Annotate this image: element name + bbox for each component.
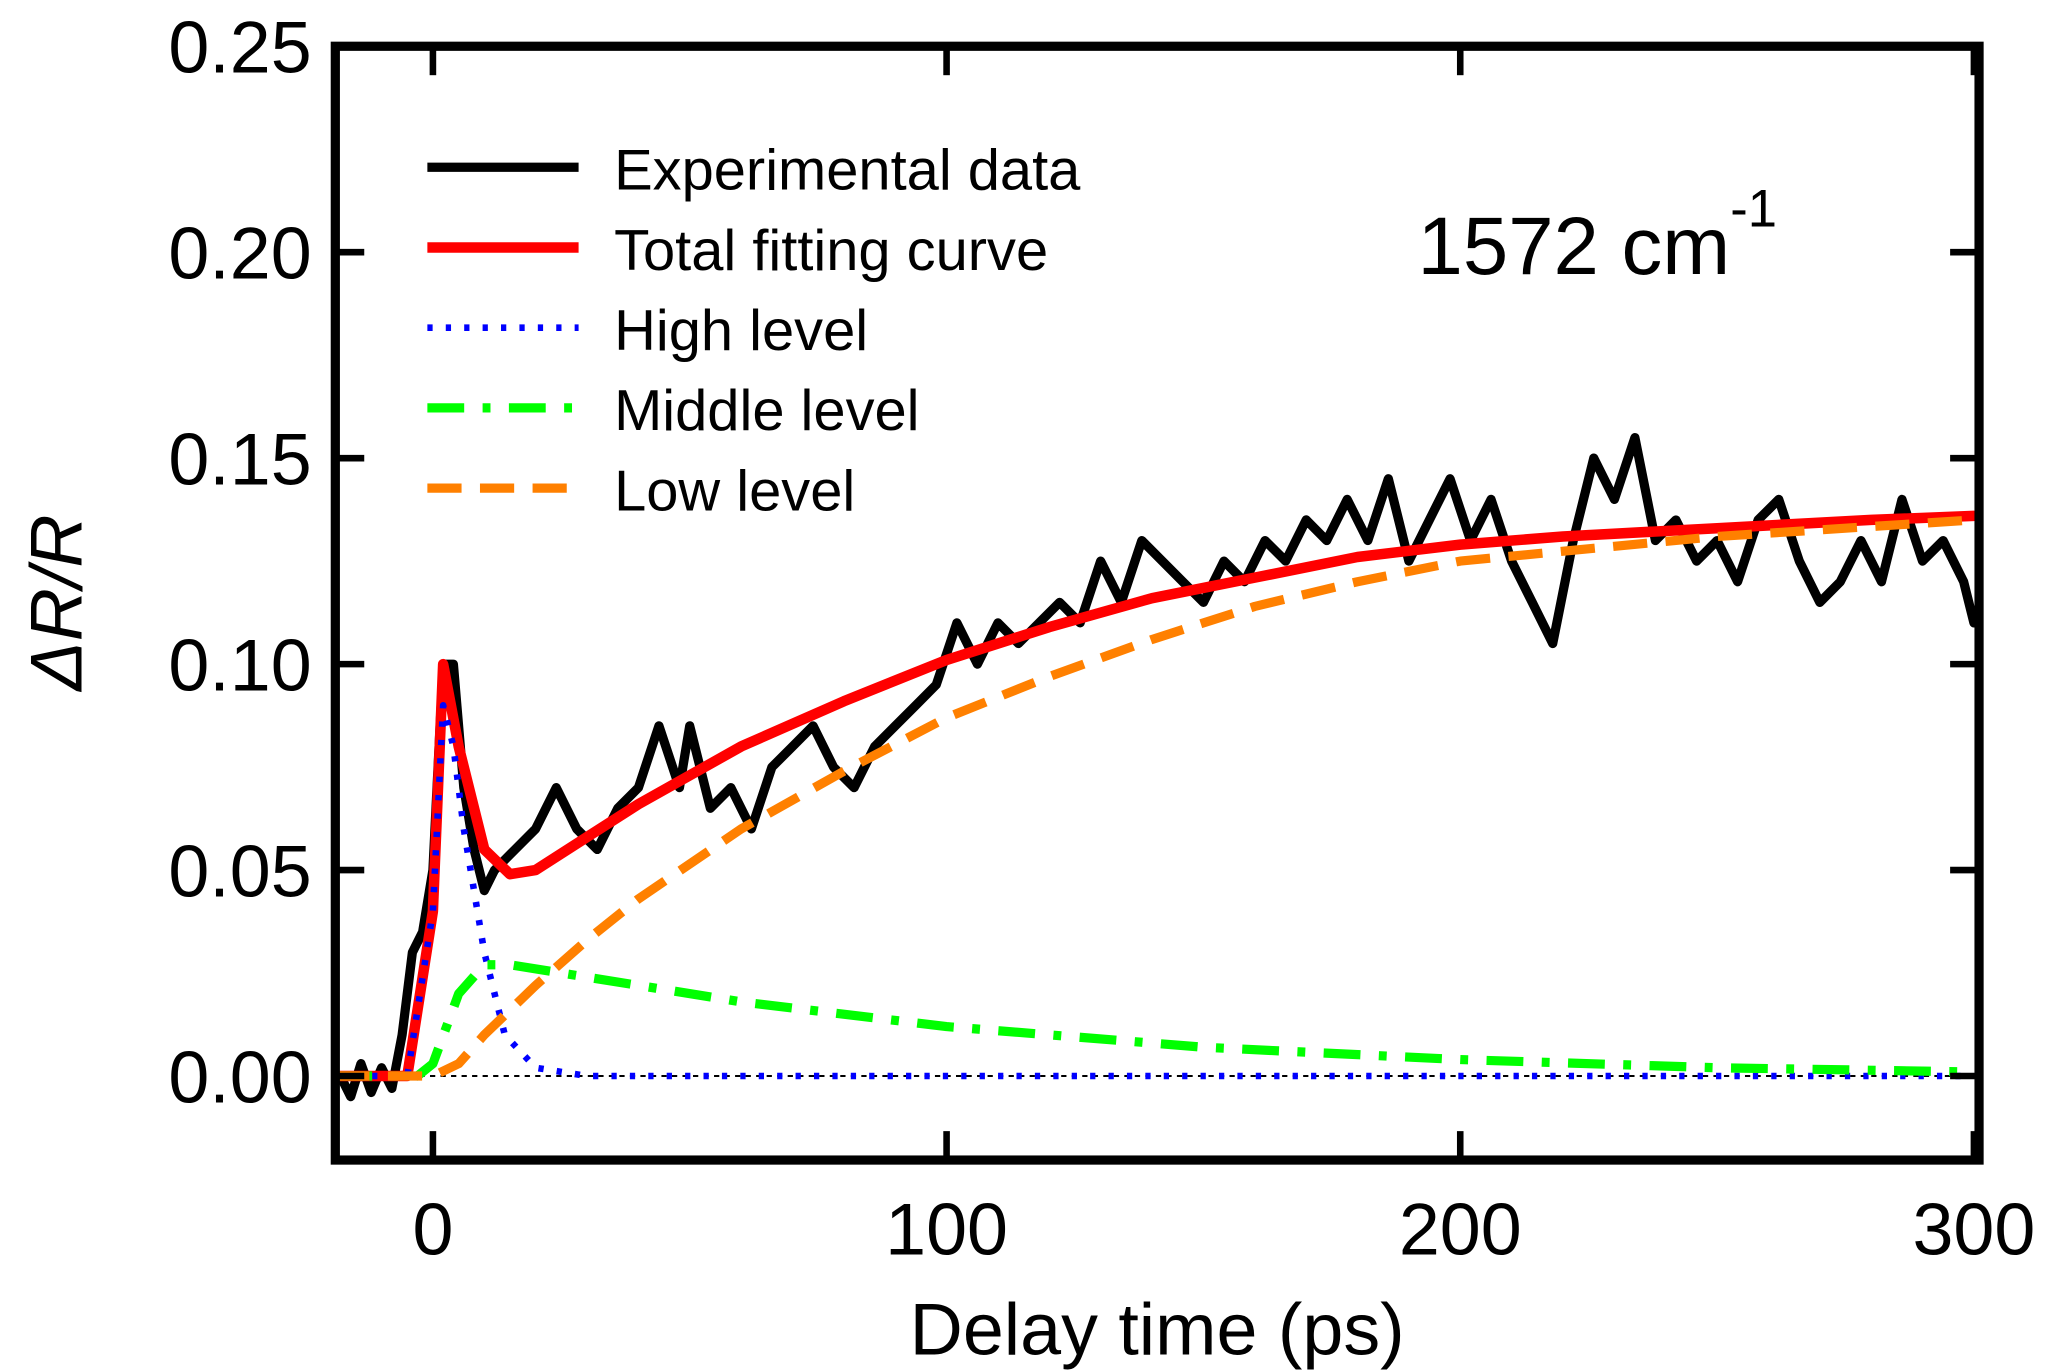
line-series [335, 515, 1975, 1081]
legend-label: Experimental data [614, 139, 1081, 203]
x-axis-label: Delay time (ps) [910, 1288, 1405, 1371]
y-axis-label: ΔR/R [15, 514, 98, 692]
x-tick-label: 100 [885, 1188, 1008, 1271]
legend-label: Total fitting curve [614, 219, 1048, 283]
line-series [335, 702, 1974, 1080]
plot-area [335, 432, 1980, 1102]
legend-label: High level [614, 299, 868, 363]
y-tick-label: 0.25 [168, 6, 311, 89]
y-tick-label: 0.05 [168, 829, 311, 912]
y-tick-label: 0.00 [168, 1035, 311, 1118]
y-tick-label: 0.10 [168, 623, 311, 706]
x-tick-label: 0 [412, 1188, 453, 1271]
annotation: 1572 cm-1 [1418, 179, 1777, 291]
y-tick-label: 0.15 [168, 417, 311, 500]
x-tick-label: 200 [1399, 1188, 1522, 1271]
y-tick-label: 0.20 [168, 212, 311, 295]
annotation-text: 1572 cm [1418, 201, 1731, 292]
legend-label: Middle level [614, 379, 919, 443]
x-tick-label: 300 [1912, 1188, 2035, 1271]
annotation-superscript: -1 [1730, 179, 1777, 238]
line-series [335, 510, 1980, 1082]
line-series [335, 960, 1974, 1081]
plot-frame [330, 41, 1984, 1165]
legend-label: Low level [614, 459, 855, 523]
